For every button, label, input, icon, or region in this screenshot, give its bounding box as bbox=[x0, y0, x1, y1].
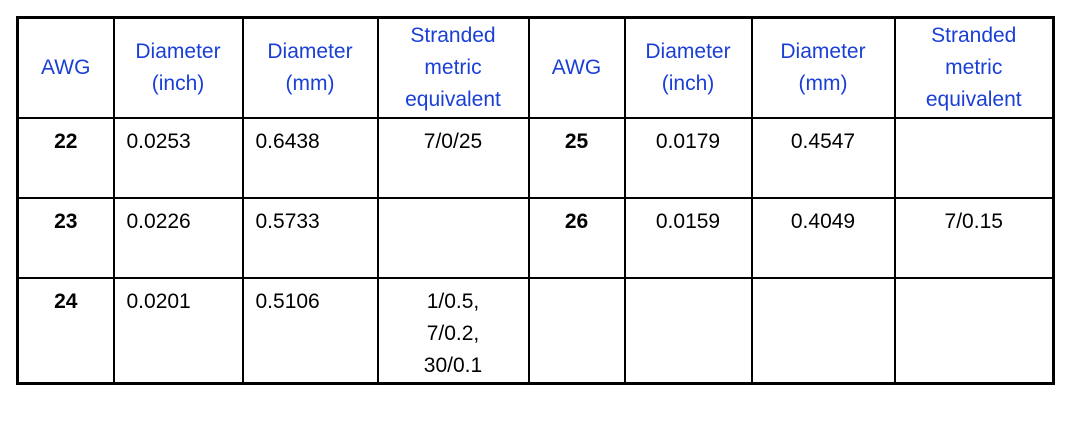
header-row: AWG Diameter (inch) Diameter (mm) Strand… bbox=[16, 16, 1055, 119]
stranded-line: 1/0.5, bbox=[426, 290, 480, 313]
table-row: 23 0.0226 0.5733 26 0.0159 0.4049 7/0.15 bbox=[16, 197, 1055, 279]
header-diameter-inch-left: Diameter (inch) bbox=[112, 16, 244, 119]
header-text: (inch) bbox=[151, 72, 205, 95]
stranded-cell bbox=[376, 197, 530, 279]
header-text: AWG bbox=[551, 56, 602, 79]
header-text: Diameter bbox=[780, 40, 866, 63]
diameter-inch-cell bbox=[623, 277, 753, 385]
diameter-mm-cell: 0.5733 bbox=[241, 197, 379, 279]
diameter-mm-cell: 0.6438 bbox=[241, 117, 379, 199]
stranded-line: 7/0.15 bbox=[944, 210, 1003, 233]
awg-cell: 24 bbox=[16, 277, 115, 385]
header-awg-left: AWG bbox=[16, 16, 115, 119]
diameter-mm-cell: 0.4049 bbox=[750, 197, 896, 279]
header-diameter-mm-left: Diameter (mm) bbox=[241, 16, 379, 119]
header-text: Diameter bbox=[645, 40, 731, 63]
header-text: Stranded bbox=[410, 24, 496, 47]
stranded-line: 30/0.1 bbox=[423, 354, 483, 377]
awg-cell: 23 bbox=[16, 197, 115, 279]
stranded-cell bbox=[893, 117, 1055, 199]
awg-cell: 25 bbox=[527, 117, 626, 199]
stranded-line: 7/0.2, bbox=[426, 322, 480, 345]
header-diameter-inch-right: Diameter (inch) bbox=[623, 16, 753, 119]
header-text: equivalent bbox=[925, 88, 1022, 111]
stranded-cell: 7/0/25 bbox=[376, 117, 530, 199]
header-text: metric bbox=[424, 56, 482, 79]
header-text: (mm) bbox=[798, 72, 848, 95]
diameter-inch-cell: 0.0201 bbox=[112, 277, 244, 385]
header-text: Diameter bbox=[267, 40, 353, 63]
header-text: (mm) bbox=[285, 72, 335, 95]
header-text: AWG bbox=[41, 56, 91, 79]
header-awg-right: AWG bbox=[527, 16, 626, 119]
header-stranded-right: Stranded metric equivalent bbox=[893, 16, 1055, 119]
header-text: Diameter bbox=[135, 40, 221, 63]
header-diameter-mm-right: Diameter (mm) bbox=[750, 16, 896, 119]
diameter-mm-cell: 0.5106 bbox=[241, 277, 379, 385]
header-text: Stranded bbox=[931, 24, 1017, 47]
diameter-inch-cell: 0.0253 bbox=[112, 117, 244, 199]
awg-cell: 22 bbox=[16, 117, 115, 199]
header-text: metric bbox=[945, 56, 1003, 79]
stranded-cell: 7/0.15 bbox=[893, 197, 1055, 279]
diameter-inch-cell: 0.0179 bbox=[623, 117, 753, 199]
awg-wire-table: AWG Diameter (inch) Diameter (mm) Strand… bbox=[16, 16, 1055, 385]
diameter-inch-cell: 0.0226 bbox=[112, 197, 244, 279]
table-row: 22 0.0253 0.6438 7/0/25 25 0.0179 0.4547 bbox=[16, 117, 1055, 199]
header-text: (inch) bbox=[661, 72, 715, 95]
stranded-cell bbox=[893, 277, 1055, 385]
awg-cell: 26 bbox=[527, 197, 626, 279]
header-stranded-left: Stranded metric equivalent bbox=[376, 16, 530, 119]
awg-cell bbox=[527, 277, 626, 385]
diameter-inch-cell: 0.0159 bbox=[623, 197, 753, 279]
diameter-mm-cell bbox=[750, 277, 896, 385]
stranded-line: 7/0/25 bbox=[423, 130, 483, 153]
diameter-mm-cell: 0.4547 bbox=[750, 117, 896, 199]
table-row: 24 0.0201 0.5106 1/0.5, 7/0.2, 30/0.1 bbox=[16, 277, 1055, 385]
stranded-cell: 1/0.5, 7/0.2, 30/0.1 bbox=[376, 277, 530, 385]
header-text: equivalent bbox=[405, 88, 501, 111]
